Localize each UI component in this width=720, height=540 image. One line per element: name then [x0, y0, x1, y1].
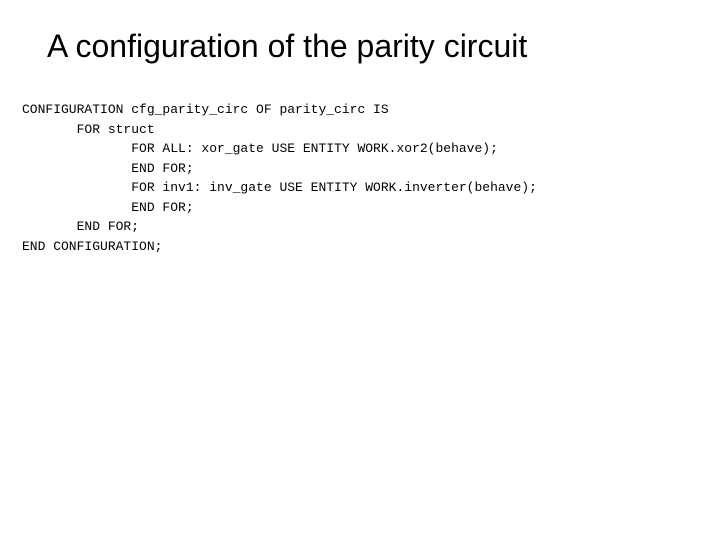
- code-line: FOR inv1: inv_gate USE ENTITY WORK.inver…: [22, 180, 537, 195]
- slide-container: A configuration of the parity circuit CO…: [0, 0, 720, 540]
- code-line: END CONFIGURATION;: [22, 239, 162, 254]
- code-line: FOR ALL: xor_gate USE ENTITY WORK.xor2(b…: [22, 141, 498, 156]
- code-line: END FOR;: [22, 219, 139, 234]
- slide-title: A configuration of the parity circuit: [47, 28, 698, 65]
- code-line: END FOR;: [22, 200, 194, 215]
- code-line: FOR struct: [22, 122, 155, 137]
- code-block: CONFIGURATION cfg_parity_circ OF parity_…: [22, 100, 698, 256]
- code-line: CONFIGURATION cfg_parity_circ OF parity_…: [22, 102, 389, 117]
- code-line: END FOR;: [22, 161, 194, 176]
